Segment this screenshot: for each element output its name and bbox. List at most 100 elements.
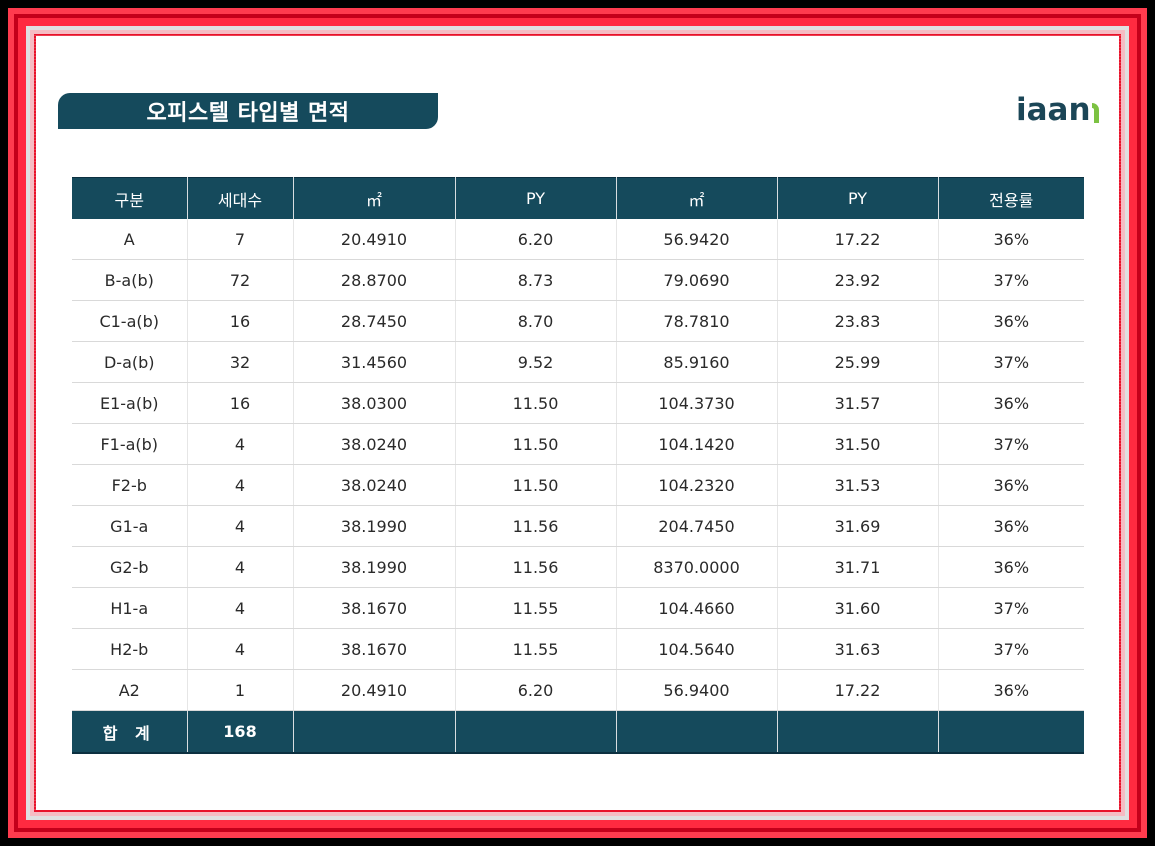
table-cell: 31.57 bbox=[777, 382, 939, 424]
table-cell: 4 bbox=[187, 423, 294, 465]
total-label: 합 계 bbox=[72, 710, 188, 754]
total-empty-cell bbox=[293, 710, 456, 754]
table-cell: 104.5640 bbox=[616, 628, 778, 670]
table-cell: 20.4910 bbox=[293, 219, 456, 260]
table-cell: 17.22 bbox=[777, 669, 939, 711]
table-header-row: 구분 세대수 ㎡ PY ㎡ PY 전용률 bbox=[72, 177, 1084, 219]
table-cell: 25.99 bbox=[777, 341, 939, 383]
table-cell: 11.55 bbox=[455, 628, 617, 670]
frame-border bbox=[30, 30, 1125, 816]
table-cell: 56.9420 bbox=[616, 219, 778, 260]
table-cell: A2 bbox=[72, 669, 188, 711]
table-cell: F1-a(b) bbox=[72, 423, 188, 465]
logo-accent-icon bbox=[1091, 103, 1099, 123]
table-cell: 38.0300 bbox=[293, 382, 456, 424]
table-cell: 104.2320 bbox=[616, 464, 778, 506]
table-cell: G1-a bbox=[72, 505, 188, 547]
table-cell: 28.7450 bbox=[293, 300, 456, 342]
table-cell: 11.56 bbox=[455, 505, 617, 547]
table-row: H2-b 4 38.1670 11.55 104.5640 31.63 37% bbox=[72, 628, 1084, 670]
column-header: PY bbox=[455, 177, 617, 219]
table-cell: 85.9160 bbox=[616, 341, 778, 383]
table-cell: 7 bbox=[187, 219, 294, 260]
slide-canvas: 오피스텔 타입별 면적 iaan 구분 세대수 ㎡ PY ㎡ PY 전용률 bbox=[36, 36, 1119, 810]
table-cell: 31.69 bbox=[777, 505, 939, 547]
table-cell: 8.73 bbox=[455, 259, 617, 301]
table-cell: 6.20 bbox=[455, 669, 617, 711]
table-cell: 16 bbox=[187, 382, 294, 424]
column-header: ㎡ bbox=[293, 177, 456, 219]
table-row: H1-a 4 38.1670 11.55 104.4660 31.60 37% bbox=[72, 587, 1084, 629]
table-cell: 11.50 bbox=[455, 382, 617, 424]
table-cell: 4 bbox=[187, 546, 294, 588]
table-cell: 36% bbox=[938, 546, 1084, 588]
table-cell: 38.1990 bbox=[293, 546, 456, 588]
table-row: C1-a(b) 16 28.7450 8.70 78.7810 23.83 36% bbox=[72, 300, 1084, 342]
table-cell: 37% bbox=[938, 259, 1084, 301]
table-cell: 37% bbox=[938, 423, 1084, 465]
table-cell: 36% bbox=[938, 219, 1084, 260]
table-cell: 31.63 bbox=[777, 628, 939, 670]
table-cell: 36% bbox=[938, 669, 1084, 711]
table-cell: 11.55 bbox=[455, 587, 617, 629]
table-cell: 11.50 bbox=[455, 423, 617, 465]
table-cell: H2-b bbox=[72, 628, 188, 670]
logo-text: iaan bbox=[1016, 92, 1091, 128]
table-body: A 7 20.4910 6.20 56.9420 17.22 36% B-a(b) 72 28.8… bbox=[72, 219, 1084, 711]
table-cell: 23.83 bbox=[777, 300, 939, 342]
table-cell: 36% bbox=[938, 300, 1084, 342]
table-cell: 16 bbox=[187, 300, 294, 342]
table-cell: 31.4560 bbox=[293, 341, 456, 383]
table-row: F2-b 4 38.0240 11.50 104.2320 31.53 36% bbox=[72, 464, 1084, 506]
table-cell: 38.0240 bbox=[293, 423, 456, 465]
table-cell: 36% bbox=[938, 464, 1084, 506]
table-cell: 104.4660 bbox=[616, 587, 778, 629]
table-cell: 37% bbox=[938, 628, 1084, 670]
table-cell: 28.8700 bbox=[293, 259, 456, 301]
table-cell: 1 bbox=[187, 669, 294, 711]
table-cell: 78.7810 bbox=[616, 300, 778, 342]
column-header: PY bbox=[777, 177, 939, 219]
table-row: B-a(b) 72 28.8700 8.73 79.0690 23.92 37% bbox=[72, 259, 1084, 301]
table-row: G2-b 4 38.1990 11.56 8370.0000 31.71 36% bbox=[72, 546, 1084, 588]
table-cell: 38.1670 bbox=[293, 587, 456, 629]
table-cell: C1-a(b) bbox=[72, 300, 188, 342]
table-cell: 4 bbox=[187, 505, 294, 547]
table-cell: 36% bbox=[938, 382, 1084, 424]
table-cell: 79.0690 bbox=[616, 259, 778, 301]
table-cell: 38.1670 bbox=[293, 628, 456, 670]
table-cell: 72 bbox=[187, 259, 294, 301]
area-table: 구분 세대수 ㎡ PY ㎡ PY 전용률 A 7 20.4910 6.20 56.942… bbox=[72, 177, 1084, 754]
table-cell: 31.50 bbox=[777, 423, 939, 465]
frame-border bbox=[26, 26, 1129, 820]
table-cell: 37% bbox=[938, 341, 1084, 383]
total-empty-cell bbox=[455, 710, 617, 754]
table-cell: 4 bbox=[187, 628, 294, 670]
table-cell: 8.70 bbox=[455, 300, 617, 342]
table-cell: 38.1990 bbox=[293, 505, 456, 547]
column-header: 구분 bbox=[72, 177, 188, 219]
table-cell: 204.7450 bbox=[616, 505, 778, 547]
table-cell: 104.3730 bbox=[616, 382, 778, 424]
page-title: 오피스텔 타입별 면적 bbox=[146, 101, 350, 126]
table-row: E1-a(b) 16 38.0300 11.50 104.3730 31.57 36% bbox=[72, 382, 1084, 424]
table-cell: 4 bbox=[187, 587, 294, 629]
table-cell: 9.52 bbox=[455, 341, 617, 383]
table-cell: 31.60 bbox=[777, 587, 939, 629]
table-cell: A bbox=[72, 219, 188, 260]
table-cell: 56.9400 bbox=[616, 669, 778, 711]
table-cell: 31.71 bbox=[777, 546, 939, 588]
table-cell: 36% bbox=[938, 505, 1084, 547]
table-row: A2 1 20.4910 6.20 56.9400 17.22 36% bbox=[72, 669, 1084, 711]
title-banner: 오피스텔 타입별 면적 bbox=[58, 93, 438, 129]
table-cell: 17.22 bbox=[777, 219, 939, 260]
column-header: 전용률 bbox=[938, 177, 1084, 219]
table-cell: D-a(b) bbox=[72, 341, 188, 383]
table-row: A 7 20.4910 6.20 56.9420 17.22 36% bbox=[72, 219, 1084, 260]
total-value: 168 bbox=[187, 710, 294, 754]
column-header: 세대수 bbox=[187, 177, 294, 219]
table-cell: B-a(b) bbox=[72, 259, 188, 301]
table-row: G1-a 4 38.1990 11.56 204.7450 31.69 36% bbox=[72, 505, 1084, 547]
total-empty-cell bbox=[938, 710, 1084, 754]
